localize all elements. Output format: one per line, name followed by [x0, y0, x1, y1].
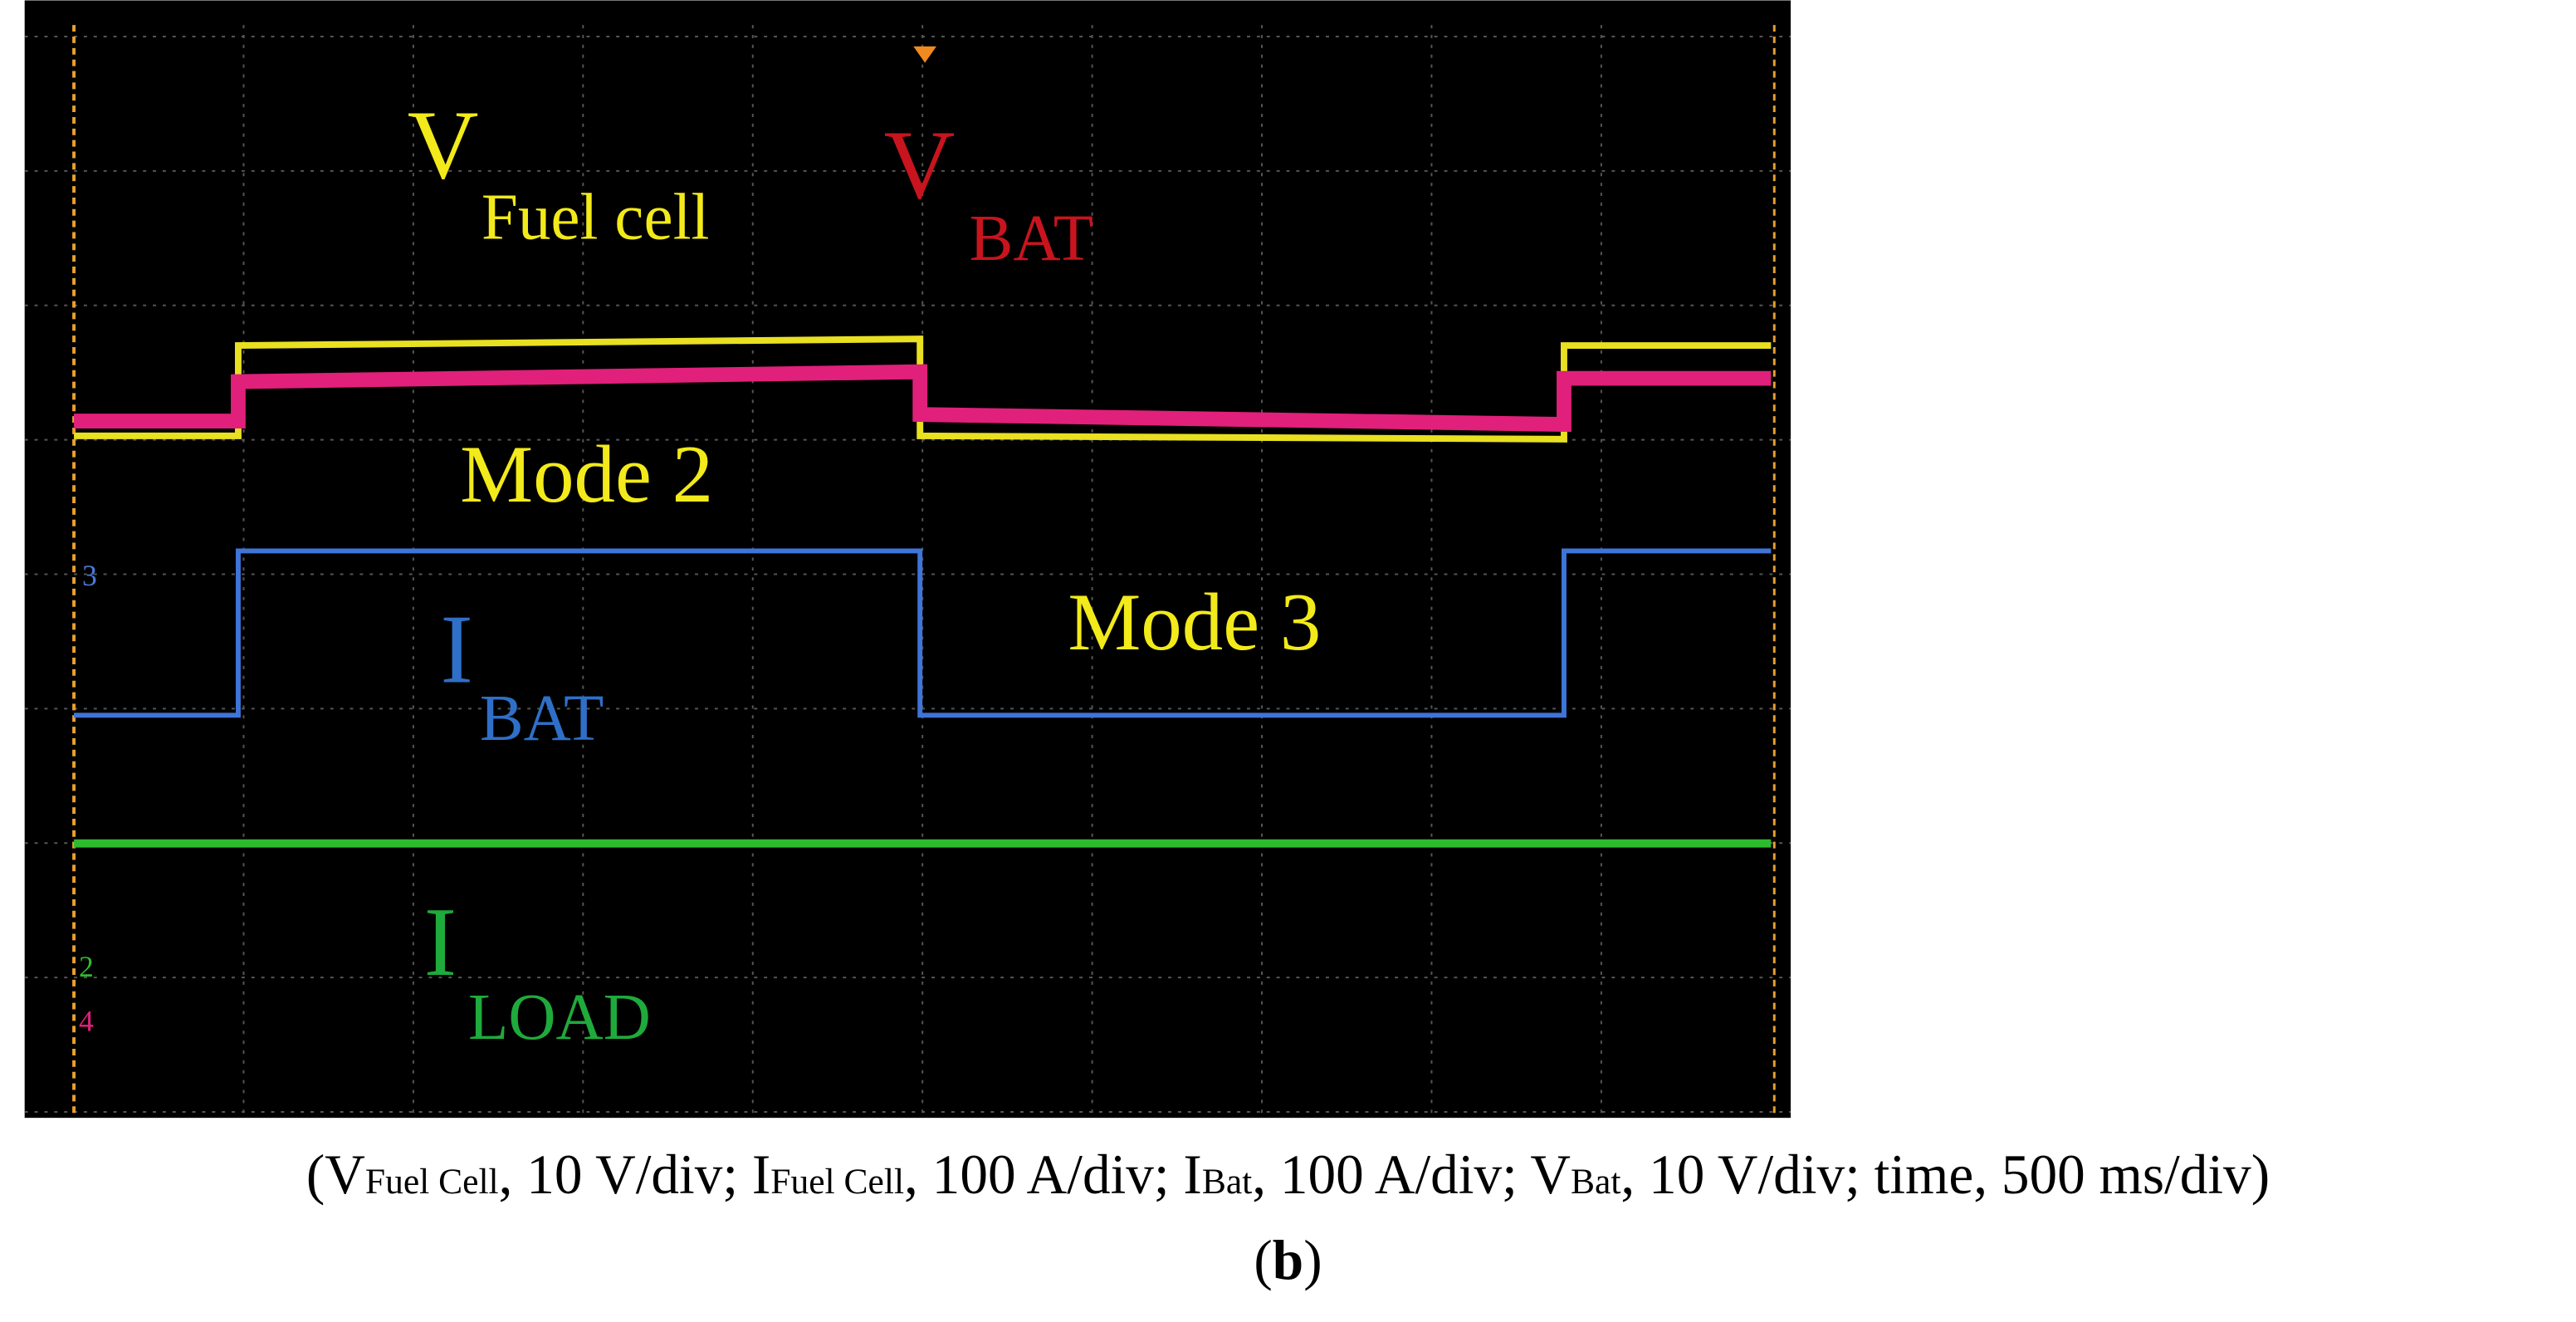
scope-screen — [24, 0, 1791, 1119]
mode-label: Mode 3 — [1068, 577, 1321, 668]
trace-label-sub: BAT — [970, 202, 1094, 275]
trace-label-main: V — [884, 110, 956, 219]
caption-text: , 10 V/div; time, 500 ms/div) — [1620, 1143, 2270, 1206]
caption-subscript: Bat — [1202, 1162, 1252, 1202]
mode-label: Mode 2 — [460, 429, 713, 520]
trace-label-main: I — [440, 595, 473, 704]
channel-marker: 4 — [79, 1004, 94, 1037]
caption: (VFuel Cell, 10 V/div; IFuel Cell, 100 A… — [306, 1143, 2270, 1206]
trace-label-sub: BAT — [480, 682, 604, 755]
caption-text: , 10 V/div; I — [499, 1143, 771, 1206]
battery-current-trace — [74, 548, 1772, 718]
caption-text: , 100 A/div; I — [904, 1143, 1202, 1206]
battery-voltage-trace — [74, 364, 1772, 433]
trigger-marker — [913, 46, 937, 63]
trace-label-sub: Fuel cell — [481, 180, 710, 253]
panel-label-part: ) — [1303, 1229, 1322, 1291]
caption-subscript: Bat — [1571, 1162, 1620, 1202]
caption-subscript: Fuel Cell — [365, 1162, 499, 1202]
trace-label-main: V — [408, 90, 479, 199]
trace-label-sub: LOAD — [468, 981, 651, 1054]
caption-text: , 100 A/div; V — [1252, 1143, 1571, 1206]
trace-label-main: I — [424, 887, 457, 996]
panel-label: (b) — [1254, 1229, 1322, 1291]
panel-label-part: ( — [1254, 1229, 1272, 1291]
channel-marker: 2 — [79, 950, 94, 983]
caption-subscript: Fuel Cell — [770, 1162, 904, 1202]
panel-label-part: b — [1273, 1229, 1303, 1291]
caption-text: (V — [306, 1143, 365, 1206]
channel-marker: 3 — [82, 559, 97, 592]
